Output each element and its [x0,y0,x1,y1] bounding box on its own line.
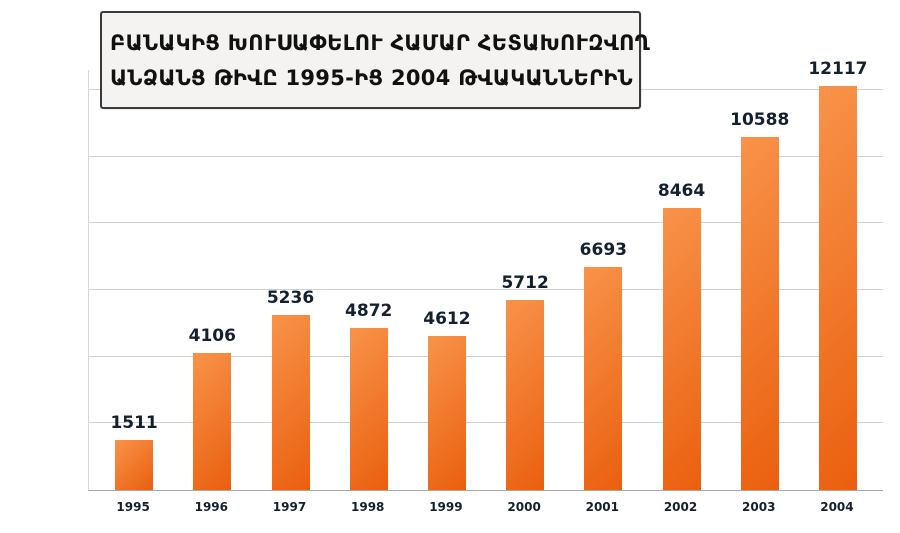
bar-group: 10588 [721,110,799,490]
x-axis-label: 2000 [507,500,541,514]
bar-group: 5236 [251,288,329,490]
bar-group: 1511 [95,413,173,490]
bar-value-label: 4106 [188,326,236,346]
x-axis-label: 2002 [663,500,698,514]
bar-group: 4612 [408,309,486,490]
gridline [89,356,883,357]
x-axis-label: 2001 [585,500,620,514]
bar [427,336,466,490]
bar-value-label: 4612 [423,309,471,329]
bar [271,315,310,490]
bar [818,86,857,490]
bar-group: 4106 [173,326,251,490]
bar-value-label: 12117 [808,59,868,79]
bar-value-label: 6693 [579,240,627,260]
bar-group: 5712 [486,273,564,490]
x-axis-label: 1996 [194,500,228,514]
x-axis-label: 1997 [272,500,307,514]
bar-value-label: 4872 [345,301,393,321]
x-axis-label: 1998 [351,500,385,514]
chart-title-line2: ԱՆՁԱՆՑ ԹԻՎԸ 1995-ԻՑ 2004 ԹՎԱԿԱՆՆԵՐԻՆ [110,65,633,90]
bar-value-label: 5236 [266,288,315,308]
bar-group: 4872 [330,301,408,490]
bar-group: 8464 [642,181,720,490]
bar-group: 6693 [564,240,642,490]
gridline [89,156,883,157]
bar-value-label: 8464 [657,181,706,201]
bar-value-label: 5712 [501,273,549,293]
bar [115,440,154,490]
gridline [89,289,883,290]
bar [740,137,779,490]
bar [506,300,545,490]
bar [193,353,232,490]
bar [584,267,623,490]
chart-title-line1: ԲԱՆԱԿԻՑ ԽՈՒՍԱՓԵԼՈՒ ՀԱՄԱՐ ՀԵՏԱԽՈՒԶՎՈՂ [110,31,651,55]
bar-value-label: 1511 [110,413,158,433]
gridline [89,222,883,223]
x-axis-label: 2003 [742,500,776,514]
x-axis-labels: 1995 1996 1997 1998 1999 2000 2001 2002 2003 2004 [88,491,882,514]
x-axis-label: 2004 [820,500,854,514]
bar-value-label: 10588 [730,110,790,130]
bars-container: 1511 4106 5236 4872 4612 5712 6693 8464 10588 121… [89,59,883,490]
plot-area: 1511 4106 5236 4872 4612 5712 6693 8464 10588 121… [88,59,883,491]
bar [349,328,388,490]
x-axis-label: 1995 [116,500,150,514]
bar-group: 12117 [799,59,877,490]
x-axis-label: 1999 [429,500,463,514]
bar [662,208,701,490]
chart-title-box: ԲԱՆԱԿԻՑ ԽՈՒՍԱՓԵԼՈՒ ՀԱՄԱՐ ՀԵՏԱԽՈՒԶՎՈՂ ԱՆՁ… [100,11,651,110]
gridline [89,422,883,423]
